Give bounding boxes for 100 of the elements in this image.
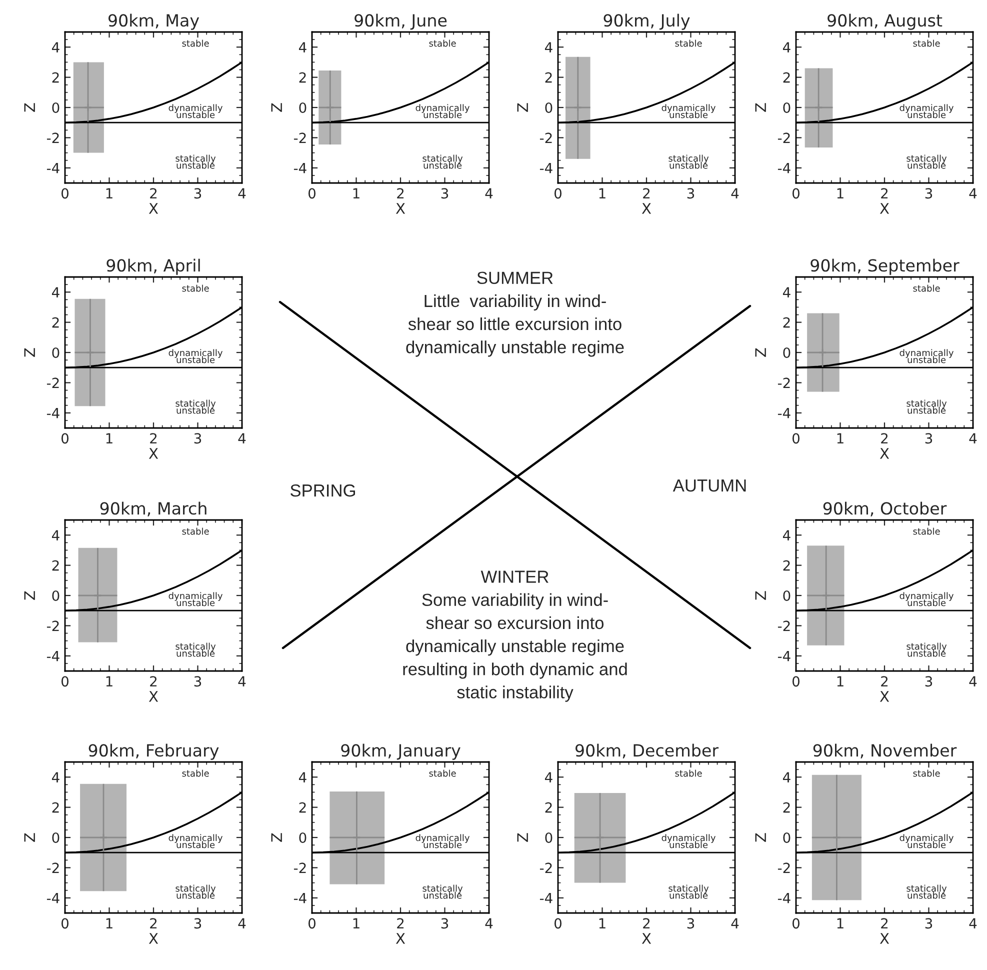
x-axis-title: X — [642, 203, 652, 214]
y-tick-label: -4 — [778, 408, 790, 418]
y-tick-label: 0 — [545, 832, 552, 843]
annotation: dynamically unstable — [168, 349, 223, 364]
annotation: statically unstable — [906, 400, 947, 414]
y-tick-label: -4 — [778, 651, 790, 662]
y-axis-title: Z — [517, 103, 528, 112]
chart-title: 90km, August — [828, 14, 942, 30]
x-tick-label: 4 — [731, 188, 739, 198]
y-axis-title: Z — [24, 591, 35, 600]
y-tick-label: -4 — [540, 163, 552, 174]
annotation: statically unstable — [668, 884, 709, 899]
x-tick-label: 4 — [238, 918, 246, 928]
x-tick-label: 2 — [150, 676, 157, 686]
y-tick-label: -2 — [294, 132, 306, 143]
annotation: dynamically unstable — [416, 834, 470, 848]
chart-title: 90km, March — [100, 502, 206, 516]
x-tick-label: 3 — [925, 676, 932, 687]
annotation: dynamically unstable — [662, 104, 716, 118]
annotation: stable — [182, 40, 209, 47]
y-tick-label: 0 — [299, 102, 306, 113]
y-tick-label: 2 — [783, 560, 790, 571]
y-tick-label: 4 — [52, 772, 60, 782]
x-tick-label: 4 — [969, 676, 977, 686]
y-tick-label: -2 — [778, 378, 790, 388]
annotation: statically unstable — [176, 154, 216, 169]
annotation: stable — [429, 770, 456, 777]
chart-title: 90km, October — [823, 502, 947, 516]
y-tick-label: 2 — [783, 802, 790, 813]
x-tick-label: 3 — [194, 188, 202, 199]
x-tick-label: 1 — [599, 918, 606, 928]
y-tick-label: 2 — [52, 317, 59, 328]
annotation: statically unstable — [176, 642, 216, 657]
annotation: stable — [913, 528, 940, 535]
y-tick-label: 2 — [52, 802, 59, 813]
y-tick-label: 4 — [52, 42, 60, 52]
x-tick-label: 4 — [485, 188, 493, 198]
x-axis-title: X — [880, 691, 890, 702]
x-tick-label: 4 — [238, 433, 246, 444]
y-tick-label: -2 — [540, 132, 552, 143]
chart-title: 90km, September — [810, 258, 960, 275]
y-tick-label: -4 — [294, 893, 306, 904]
annotation: dynamically unstable — [900, 834, 954, 848]
x-tick-label: 0 — [61, 918, 68, 929]
x-tick-label: 3 — [687, 918, 694, 929]
y-tick-label: 0 — [783, 347, 790, 358]
chart-title: 90km, July — [604, 14, 690, 30]
x-tick-label: 1 — [106, 188, 112, 198]
x-tick-label: 3 — [925, 188, 932, 199]
y-tick-label: 4 — [52, 530, 60, 540]
x-tick-label: 0 — [792, 918, 800, 929]
x-tick-label: 2 — [150, 918, 157, 928]
x-tick-label: 0 — [61, 433, 68, 444]
y-axis-title: Z — [24, 348, 35, 357]
annotation: stable — [182, 528, 209, 535]
annotation: stable — [675, 40, 702, 47]
x-tick-label: 2 — [150, 188, 157, 198]
x-tick-label: 1 — [106, 676, 112, 686]
annotation: dynamically unstable — [168, 834, 223, 848]
y-tick-label: 2 — [545, 72, 552, 83]
y-tick-label: -2 — [294, 862, 306, 873]
y-tick-label: -4 — [540, 893, 552, 904]
y-tick-label: -4 — [46, 408, 60, 418]
y-tick-label: -4 — [778, 163, 790, 174]
x-tick-label: 0 — [792, 433, 800, 444]
x-tick-label: 1 — [837, 676, 844, 686]
annotation: dynamically unstable — [900, 592, 954, 606]
x-tick-label: 4 — [485, 918, 493, 928]
x-tick-label: 4 — [238, 188, 246, 198]
x-tick-label: 2 — [397, 188, 404, 198]
y-tick-label: 0 — [52, 102, 60, 113]
y-axis-title: Z — [271, 103, 282, 112]
annotation: stable — [429, 40, 456, 47]
y-tick-label: -2 — [46, 132, 59, 143]
x-tick-label: 2 — [881, 188, 888, 198]
y-axis-title: Z — [755, 103, 766, 112]
annotation: stable — [913, 770, 940, 777]
y-tick-label: 0 — [783, 590, 790, 601]
x-axis-title: X — [148, 203, 158, 214]
y-tick-label: 4 — [544, 42, 552, 52]
x-tick-label: 1 — [106, 918, 112, 928]
y-tick-label: 4 — [544, 772, 552, 782]
y-tick-label: 2 — [783, 72, 790, 83]
x-tick-label: 0 — [554, 918, 562, 929]
chart-title: 90km, December — [575, 744, 719, 758]
annotation: stable — [182, 284, 209, 292]
y-tick-label: 4 — [52, 287, 60, 298]
x-tick-label: 2 — [643, 188, 650, 198]
annotation: statically unstable — [668, 154, 709, 169]
y-axis-title: Z — [755, 833, 766, 842]
text: SUMMER Little variability in wind- shear so little excursion into dynamically unstable regime — [406, 272, 624, 357]
x-axis-title: X — [148, 448, 158, 459]
y-tick-label: 0 — [545, 102, 552, 113]
y-tick-label: 0 — [52, 347, 60, 358]
x-tick-label: 3 — [194, 918, 202, 929]
y-tick-label: 0 — [783, 832, 790, 843]
x-tick-label: 0 — [308, 918, 316, 929]
x-tick-label: 4 — [731, 918, 739, 928]
y-tick-label: 0 — [52, 590, 60, 601]
y-tick-label: 2 — [52, 72, 59, 83]
